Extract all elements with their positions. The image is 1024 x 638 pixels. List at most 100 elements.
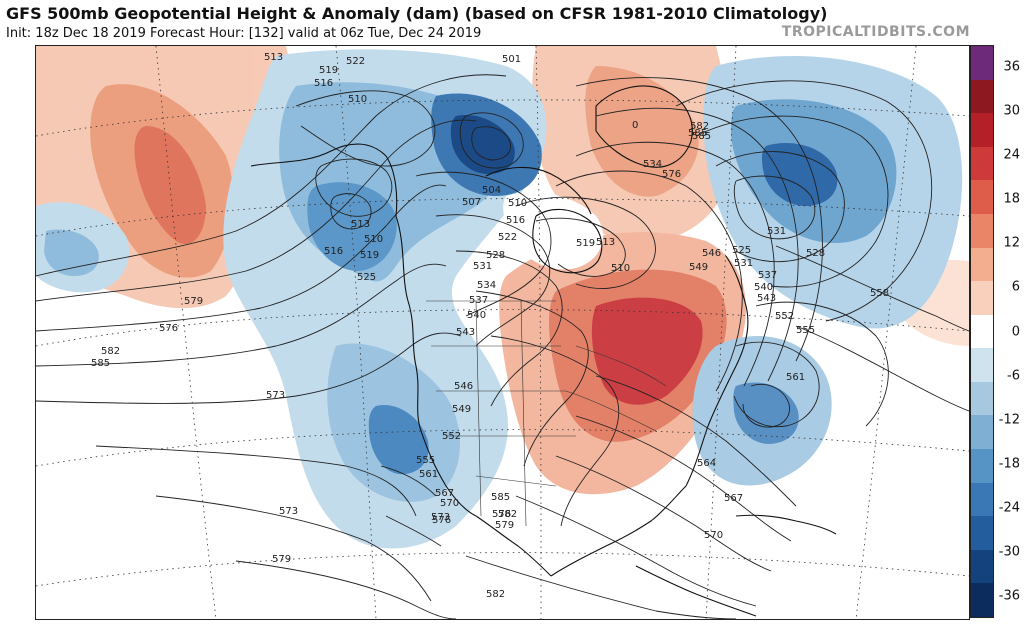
contour-line bbox=[755, 301, 889, 427]
grid-line bbox=[335, 46, 377, 619]
contour-line bbox=[742, 384, 790, 428]
contour-line bbox=[330, 193, 372, 230]
coastline-greenland bbox=[595, 85, 693, 168]
colorbar-labels: 36 30 24 18 12 6 0 -6 -12 -18 -24 -30 -36 bbox=[997, 45, 1024, 618]
colorbar-segment bbox=[971, 247, 993, 282]
contour-line bbox=[515, 196, 656, 289]
colorbar-segment bbox=[971, 348, 993, 383]
contour-label: 528 bbox=[806, 248, 825, 259]
contour-label: 582 bbox=[486, 589, 505, 600]
coastlines bbox=[250, 85, 837, 617]
grid-line bbox=[855, 46, 917, 619]
contour-label: 576 bbox=[492, 509, 511, 520]
colorbar-segment bbox=[971, 314, 993, 349]
contour-line bbox=[380, 465, 437, 497]
grid-line bbox=[535, 46, 542, 619]
chart-subtitle: Init: 18z Dec 18 2019 Forecast Hour: [13… bbox=[6, 26, 482, 41]
contour-label: 522 bbox=[498, 232, 517, 243]
coastline-gulf bbox=[550, 485, 687, 577]
contour-line bbox=[555, 455, 772, 572]
contour-line bbox=[435, 214, 551, 347]
border-line bbox=[565, 390, 657, 432]
contour-label: 561 bbox=[786, 372, 805, 383]
colorbar-segment bbox=[971, 583, 993, 618]
brand-watermark[interactable]: TROPICALTIDBITS.COM bbox=[781, 24, 970, 40]
colorbar-segment bbox=[971, 180, 993, 215]
contour-label: 519 bbox=[319, 65, 338, 76]
lat-lon-grid bbox=[36, 46, 969, 619]
colorbar-tick-label: 36 bbox=[1003, 59, 1020, 75]
colorbar-segment bbox=[971, 482, 993, 517]
contour-label: 519 bbox=[360, 250, 379, 261]
colorbar-segment bbox=[971, 213, 993, 249]
colorbar-segment bbox=[971, 449, 993, 484]
contour-line bbox=[36, 332, 462, 404]
contour-line bbox=[535, 217, 626, 277]
contour-label: 534 bbox=[643, 159, 662, 170]
contour-label: 501 bbox=[502, 54, 521, 65]
contour-line bbox=[515, 495, 757, 607]
colorbar-segment bbox=[971, 516, 993, 551]
contour-label: 510 bbox=[364, 234, 383, 245]
contour-label: 585 bbox=[91, 358, 110, 369]
negative-anomaly-pacific-west-core bbox=[44, 229, 99, 276]
grid-line bbox=[155, 46, 217, 619]
negative-anomaly-atlantic-south-core bbox=[733, 382, 799, 444]
contour-line bbox=[415, 171, 552, 317]
colorbar-segment bbox=[971, 113, 993, 148]
coastline-hudson-bay bbox=[532, 208, 603, 274]
grid-line bbox=[36, 552, 969, 587]
anomaly-colorbar bbox=[970, 45, 994, 618]
contour-label: 567 bbox=[435, 488, 454, 499]
contour-label: 537 bbox=[469, 295, 488, 306]
contour-label: 543 bbox=[456, 327, 475, 338]
contour-label: 513 bbox=[351, 219, 370, 230]
contour-label: 552 bbox=[775, 311, 794, 322]
contour-line bbox=[385, 515, 442, 547]
contour-line bbox=[775, 245, 969, 332]
contour-label: 552 bbox=[442, 431, 461, 442]
negative-anomaly-hudson bbox=[503, 192, 604, 270]
contour-label: 582 bbox=[498, 509, 517, 520]
colorbar-tick-label: -12 bbox=[998, 412, 1020, 428]
contour-label: 525 bbox=[357, 272, 376, 283]
contour-label: 579 bbox=[495, 520, 514, 531]
contour-label: 513 bbox=[596, 237, 615, 248]
colorbar-tick-label: -36 bbox=[998, 588, 1020, 604]
contour-line bbox=[36, 263, 447, 367]
coastline-mexico-west bbox=[475, 515, 552, 577]
contour-line bbox=[95, 445, 417, 517]
contour-label: 510 bbox=[611, 263, 630, 274]
colorbar-segment bbox=[971, 281, 993, 316]
colorbar-tick-label: 12 bbox=[1003, 235, 1020, 251]
contour-label: 576 bbox=[432, 515, 451, 526]
contour-label: 570 bbox=[440, 498, 459, 509]
contour-label: 576 bbox=[662, 169, 681, 180]
colorbar-tick-label: 0 bbox=[1011, 324, 1020, 339]
colorbar-tick-label: 6 bbox=[1011, 279, 1020, 295]
contour-line bbox=[36, 74, 507, 277]
colorbar-segment bbox=[971, 146, 993, 181]
contour-line bbox=[575, 415, 792, 542]
grid-line bbox=[36, 99, 969, 137]
contour-line bbox=[295, 90, 436, 167]
contour-line bbox=[675, 80, 933, 322]
negative-anomaly-southwest-core bbox=[368, 405, 429, 475]
contour-line bbox=[695, 115, 889, 288]
colorbar-tick-label: -30 bbox=[998, 544, 1020, 560]
contour-line bbox=[575, 141, 775, 387]
contour-label: 582 bbox=[101, 346, 120, 357]
colorbar-tick-label: 24 bbox=[1003, 147, 1020, 163]
height-contours bbox=[36, 74, 969, 619]
contour-label: 504 bbox=[482, 185, 501, 196]
grid-line bbox=[36, 198, 969, 237]
contour-line bbox=[471, 126, 512, 161]
coastline-central-america bbox=[635, 565, 757, 617]
contour-label: 543 bbox=[757, 293, 776, 304]
coastline-alaska bbox=[250, 143, 398, 217]
contour-line bbox=[36, 184, 447, 332]
contour-label: 516 bbox=[506, 215, 525, 226]
contour-label: 573 bbox=[279, 506, 298, 517]
colorbar-tick-label: -24 bbox=[998, 500, 1020, 516]
